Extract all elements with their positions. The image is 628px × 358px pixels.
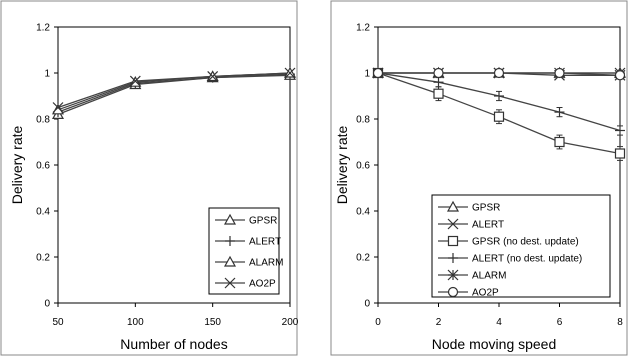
data-point bbox=[433, 77, 444, 88]
y-tick-label: 0.2 bbox=[36, 253, 50, 264]
y-tick-label: 0.6 bbox=[356, 161, 370, 172]
y-tick-label: 0 bbox=[364, 299, 370, 310]
legend-entry: ALARM bbox=[438, 269, 506, 282]
series-markers bbox=[51, 66, 297, 120]
legend-label: ALERT (no dest. update) bbox=[472, 254, 582, 265]
y-tick-label: 0 bbox=[44, 299, 50, 310]
x-tick-label: 2 bbox=[436, 317, 442, 328]
x-tick-label: 150 bbox=[204, 317, 221, 328]
legend-box bbox=[431, 194, 611, 298]
y-tick-label: 1.2 bbox=[356, 23, 370, 34]
y-tick-label: 1 bbox=[44, 69, 50, 80]
legend-entry: GPSR bbox=[215, 213, 277, 227]
y-axis-label: Delivery rate bbox=[9, 126, 25, 205]
legend-entry: AO2P bbox=[438, 286, 499, 299]
legend-marker bbox=[447, 235, 459, 247]
chart-frame bbox=[330, 0, 628, 356]
data-point bbox=[554, 107, 565, 118]
legend-entry: ALERT bbox=[438, 218, 504, 231]
legend-entry: GPSR (no dest. update) bbox=[438, 235, 579, 248]
data-point bbox=[284, 67, 296, 79]
x-ticks: 50 100 150 200 bbox=[52, 303, 299, 328]
legend-box bbox=[208, 207, 280, 295]
x-tick-label: 100 bbox=[127, 317, 144, 328]
legend-label: GPSR bbox=[249, 216, 277, 227]
y-tick-label: 1 bbox=[364, 69, 370, 80]
data-point bbox=[614, 148, 626, 159]
legend-label: ALARM bbox=[472, 271, 506, 282]
data-point bbox=[207, 71, 219, 82]
data-point bbox=[493, 67, 505, 79]
series-line-ao2p bbox=[57, 72, 291, 109]
y-tick-label: 0.6 bbox=[36, 161, 50, 172]
legend-marker bbox=[223, 255, 237, 267]
x-tick-label: 6 bbox=[557, 317, 563, 328]
data-point bbox=[493, 111, 505, 122]
legend-marker bbox=[224, 277, 236, 289]
legend: GPSR ALERT ALARM AO2P bbox=[208, 207, 283, 295]
x-tick-label: 8 bbox=[617, 317, 623, 328]
y-tick-label: 0.4 bbox=[356, 207, 370, 218]
y-tick-label: 0.2 bbox=[356, 253, 370, 264]
legend-label: ALERT bbox=[472, 220, 504, 231]
x-tick-label: 50 bbox=[52, 317, 64, 328]
legend-marker bbox=[225, 236, 235, 246]
legend: GPSR ALERT GPSR (no dest. update) ALERT (no… bbox=[431, 194, 611, 299]
data-point bbox=[129, 75, 141, 87]
y-ticks: 0 0.2 0.4 0.6 0.8 1 1.2 bbox=[36, 23, 58, 310]
x-ticks: 0 2 4 6 8 bbox=[375, 303, 623, 328]
y-tick-label: 0.4 bbox=[36, 207, 50, 218]
data-point bbox=[615, 125, 625, 136]
y-ticks: 0 0.2 0.4 0.6 0.8 1 1.2 bbox=[356, 23, 378, 310]
legend-label: GPSR (no dest. update) bbox=[472, 237, 579, 248]
x-tick-label: 200 bbox=[282, 317, 299, 328]
x-axis-label: Node moving speed bbox=[432, 336, 557, 352]
legend-label: GPSR bbox=[472, 203, 500, 214]
data-point bbox=[52, 102, 64, 113]
legend-label: AO2P bbox=[472, 288, 499, 299]
legend-marker bbox=[447, 286, 459, 298]
data-point bbox=[433, 88, 444, 99]
series-markers bbox=[371, 66, 627, 159]
y-tick-label: 1.2 bbox=[36, 23, 50, 34]
legend-marker bbox=[447, 269, 459, 281]
chart-node-count: 0 0.2 0.4 0.6 0.8 1 1.2 50 100 150 200 Number of … bbox=[0, 0, 299, 356]
data-point bbox=[433, 67, 444, 79]
legend-label: ALERT bbox=[249, 237, 281, 248]
data-point bbox=[554, 67, 565, 79]
chart-frame bbox=[0, 0, 298, 356]
x-tick-label: 4 bbox=[496, 317, 502, 328]
legend-label: ALARM bbox=[249, 258, 283, 269]
data-point bbox=[614, 70, 626, 81]
y-axis-label: Delivery rate bbox=[334, 126, 350, 205]
legend-entry: GPSR bbox=[438, 200, 500, 214]
series-lines bbox=[57, 72, 291, 116]
legend-marker bbox=[223, 213, 237, 225]
series-line-gpsr bbox=[57, 74, 291, 116]
x-tick-label: 0 bbox=[375, 317, 381, 328]
x-axis-label: Number of nodes bbox=[120, 336, 227, 352]
chart-moving-speed: 0 0.2 0.4 0.6 0.8 1 1.2 0 2 4 6 8 Node moving spee… bbox=[330, 0, 628, 356]
y-tick-label: 0.8 bbox=[36, 115, 50, 126]
data-point bbox=[554, 136, 565, 148]
legend-entry: AO2P bbox=[215, 277, 276, 290]
data-point bbox=[494, 91, 504, 101]
legend-label: AO2P bbox=[249, 279, 276, 290]
legend-marker bbox=[447, 218, 459, 230]
legend-entry: ALARM bbox=[215, 255, 283, 269]
legend-entry: ALERT (no dest. update) bbox=[438, 253, 582, 265]
legend-entry: ALERT bbox=[215, 236, 281, 248]
legend-marker bbox=[446, 200, 460, 212]
legend-marker bbox=[448, 253, 458, 263]
y-tick-label: 0.8 bbox=[356, 115, 370, 126]
data-point bbox=[372, 67, 384, 79]
series-line-alert bbox=[57, 73, 291, 113]
